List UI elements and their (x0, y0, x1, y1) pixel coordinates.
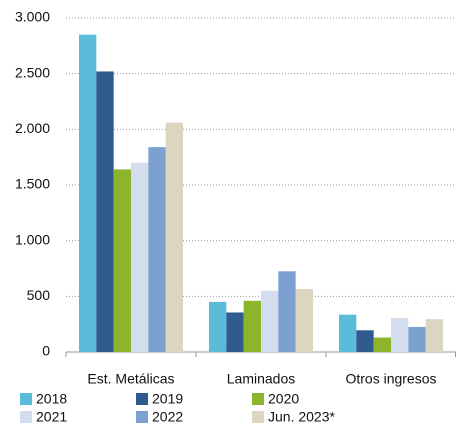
x-tick-label: Otros ingresos (345, 371, 436, 387)
y-tick-label: 1.000 (15, 231, 50, 247)
bar (425, 319, 443, 352)
bar (79, 34, 97, 352)
legend-label: 2018 (36, 391, 67, 407)
bar (373, 337, 391, 352)
y-tick-label: 2.500 (15, 64, 50, 80)
legend-swatch (20, 393, 32, 405)
y-tick-label: 2.000 (15, 120, 50, 136)
legend-swatch (136, 393, 148, 405)
bar (165, 122, 183, 352)
legend-label: 2019 (152, 391, 183, 407)
legend-label: 2022 (152, 409, 183, 425)
bar (96, 71, 114, 352)
bar (295, 289, 313, 352)
legend-swatch (252, 393, 264, 405)
bar (226, 312, 244, 352)
bar (391, 318, 409, 352)
legend-swatch (252, 411, 264, 423)
x-tick-label: Laminados (227, 371, 296, 387)
bar (113, 169, 131, 352)
y-tick-label: 0 (42, 343, 50, 359)
legend-label: 2020 (268, 391, 299, 407)
x-tick-label: Est. Metálicas (87, 371, 174, 387)
bar (148, 147, 166, 352)
bar (209, 301, 227, 352)
legend-label: Jun. 2023* (268, 409, 335, 425)
legend-label: 2021 (36, 409, 67, 425)
bar (243, 300, 261, 352)
bar (261, 290, 279, 352)
bar (408, 326, 426, 352)
y-tick-label: 3.000 (15, 9, 50, 25)
bar (356, 330, 374, 352)
legend-swatch (20, 411, 32, 423)
bar (131, 162, 149, 352)
bar (339, 314, 357, 352)
legend-swatch (136, 411, 148, 423)
y-tick-label: 1.500 (15, 176, 50, 192)
y-tick-label: 500 (27, 287, 51, 303)
bar (278, 271, 296, 352)
